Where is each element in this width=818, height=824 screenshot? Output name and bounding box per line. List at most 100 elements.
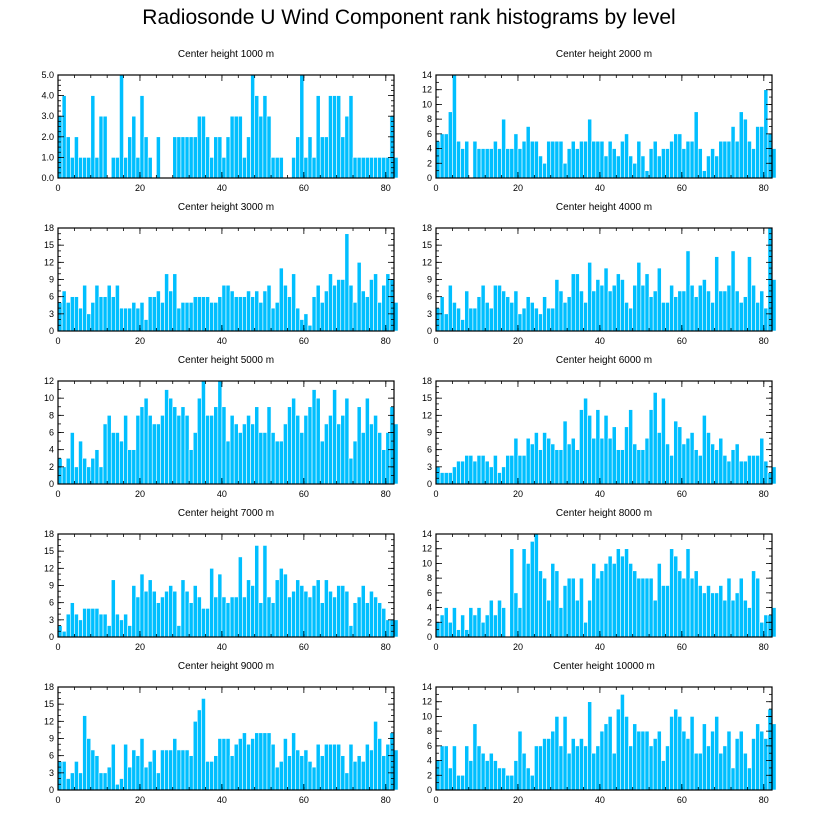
histogram-bar (628, 745, 633, 791)
histogram-bar (135, 755, 141, 791)
histogram-bar (373, 157, 378, 179)
histogram-bar (529, 541, 535, 638)
histogram-bar (689, 577, 695, 638)
y-tick-label: 6 (49, 598, 54, 608)
histogram-bar (513, 133, 519, 179)
histogram-bar (188, 449, 194, 485)
histogram-bar (131, 585, 137, 638)
histogram-bar (217, 136, 223, 179)
histogram-bar (554, 570, 560, 638)
histogram-bar (184, 749, 190, 791)
histogram-bar (377, 738, 383, 791)
histogram-bar (78, 619, 83, 638)
histogram-bar (464, 455, 470, 485)
histogram-bar (373, 415, 378, 485)
histogram-bar (328, 273, 333, 332)
y-tick-label: 0 (49, 326, 54, 336)
x-tick-label: 40 (595, 642, 605, 652)
histogram-bar (611, 563, 617, 638)
x-tick-label: 80 (381, 336, 391, 346)
histogram-bar (311, 296, 317, 332)
histogram-bar (595, 279, 601, 332)
y-tick-label: 2 (427, 158, 432, 168)
histogram-bar (472, 460, 478, 485)
histogram-bar (681, 730, 687, 791)
x-tick-label: 0 (55, 642, 60, 652)
histogram-bar (365, 602, 370, 638)
histogram-bar (583, 140, 588, 179)
histogram-bar (217, 380, 223, 485)
histogram-bar (591, 140, 597, 179)
histogram-bar (176, 307, 182, 332)
histogram-bar (624, 426, 629, 485)
histogram-bar (755, 126, 761, 179)
y-tick-label: 2 (49, 462, 54, 472)
histogram-bar (493, 455, 498, 485)
x-tick-label: 60 (299, 336, 309, 346)
histogram-bar (550, 563, 556, 638)
x-tick-label: 60 (677, 795, 687, 805)
histogram-bar (497, 767, 502, 791)
histogram-bar (755, 455, 761, 485)
histogram-bar (505, 148, 511, 179)
histogram-bar (570, 437, 576, 485)
histogram-bar (579, 577, 584, 638)
histogram-bar (393, 619, 399, 638)
histogram-bar (628, 409, 633, 485)
histogram-bar (57, 302, 63, 332)
histogram-bar (611, 426, 617, 485)
histogram-panel: 0 20 40 60 80 0 2 4 6 8 10 12 14 Center height 2000 m (422, 49, 777, 193)
histogram-bar (82, 284, 87, 332)
histogram-bar (734, 443, 740, 485)
histogram-bar (192, 136, 198, 179)
y-tick-label: 14 (422, 682, 432, 692)
x-tick-label: 40 (595, 336, 605, 346)
histogram-bar (135, 157, 141, 179)
histogram-bar (669, 140, 674, 179)
histogram-bar (237, 115, 243, 179)
histogram-bar (270, 157, 276, 179)
histogram-bar (147, 157, 153, 179)
histogram-bar (583, 302, 588, 332)
histogram-bar (706, 745, 711, 791)
histogram-bar (505, 296, 511, 332)
y-tick-label: 14 (422, 70, 432, 80)
histogram-bar (229, 290, 235, 332)
y-tick-label: 0 (49, 785, 54, 795)
histogram-bar (303, 590, 309, 638)
panel-title: Center height 3000 m (178, 202, 274, 213)
histogram-bar (86, 608, 92, 638)
histogram-bar (360, 432, 366, 485)
histogram-bar (488, 148, 494, 179)
histogram-bar (452, 466, 457, 485)
histogram-bar (180, 302, 186, 332)
histogram-bar (714, 155, 720, 179)
histogram-bar (550, 140, 556, 179)
histogram-bar (546, 437, 552, 485)
histogram-bar (468, 307, 474, 332)
histogram-bar (611, 752, 617, 791)
histogram-bar (156, 136, 161, 179)
x-tick-label: 80 (759, 336, 769, 346)
histogram-bar (69, 296, 75, 332)
histogram-bar (287, 296, 292, 332)
histogram-bar (751, 570, 756, 638)
histogram-bar (143, 590, 149, 638)
histogram-bar (497, 284, 502, 332)
histogram-bar (542, 577, 547, 638)
y-tick-label: 6 (427, 129, 432, 139)
histogram-bar (726, 460, 732, 485)
histogram-bar (283, 738, 288, 791)
histogram-bar (521, 455, 527, 485)
histogram-bar (599, 437, 605, 485)
histogram-bar (291, 273, 296, 332)
histogram-bar (328, 415, 333, 485)
histogram-bar (730, 449, 736, 485)
histogram-bar (156, 290, 161, 332)
histogram-bar (714, 716, 720, 791)
histogram-bar (65, 613, 71, 638)
histogram-bar (197, 115, 202, 179)
histogram-bar (501, 290, 506, 332)
histogram-bar (562, 302, 568, 332)
histogram-bar (726, 730, 732, 791)
